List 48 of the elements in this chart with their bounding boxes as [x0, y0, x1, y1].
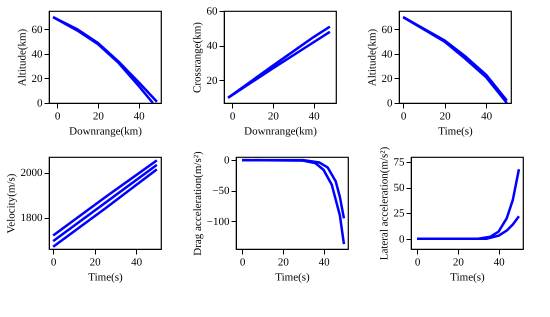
x-tick-label: 0	[240, 256, 246, 268]
y-tick-label: 40	[382, 48, 393, 60]
y-tick-label: 75	[394, 156, 405, 169]
y-axis-title: Drag acceleration(m/s²)	[192, 150, 204, 256]
y-axis-title: Lateral acceleration(m/s²)	[378, 146, 390, 260]
x-tick-label: 0	[54, 110, 61, 122]
y-tick-label: 0	[399, 233, 405, 246]
y-tick-label: −100	[206, 216, 230, 228]
x-tick-label: 0	[50, 256, 57, 268]
y-tick-label: 60	[206, 6, 218, 18]
y-tick-label: −50	[212, 185, 230, 198]
y-tick-label: 60	[382, 24, 393, 36]
y-tick-label: 2000	[20, 167, 43, 180]
y-tick-label: 20	[206, 74, 218, 87]
y-tick-label: 20	[32, 72, 43, 85]
x-tick-label: 20	[92, 110, 104, 122]
x-tick-label: 20	[452, 256, 464, 268]
y-tick-label: 0	[224, 154, 230, 167]
y-tick-label: 0	[37, 98, 43, 110]
x-axis-title: Time(s)	[88, 272, 124, 284]
y-axis-title: Crossrange(km)	[192, 22, 204, 93]
x-axis-title: Downrange(km)	[69, 126, 142, 138]
x-axis-title: Downrange(km)	[244, 126, 318, 138]
x-tick-label: 20	[440, 110, 452, 122]
x-tick-label: 40	[131, 256, 143, 268]
x-tick-label: 40	[134, 110, 146, 122]
y-tick-label: 0	[387, 98, 393, 110]
x-tick-label: 40	[494, 256, 506, 268]
x-tick-label: 40	[318, 256, 330, 268]
y-axis-title: Velocity(m/s)	[6, 173, 18, 234]
y-tick-label: 1800	[20, 212, 43, 224]
x-axis-title: Time(s)	[275, 272, 310, 284]
y-tick-label: 25	[394, 208, 405, 220]
x-tick-label: 0	[414, 256, 421, 268]
y-tick-label: 60	[32, 24, 43, 36]
x-axis-title: Time(s)	[450, 272, 486, 284]
y-tick-label: 40	[32, 48, 43, 60]
y-axis-title: Altitude(km)	[366, 28, 378, 86]
y-tick-label: 20	[382, 72, 393, 85]
x-tick-label: 40	[308, 110, 320, 122]
x-tick-label: 20	[268, 110, 280, 122]
x-tick-label: 40	[481, 110, 493, 122]
y-axis-title: Altitude(km)	[16, 28, 28, 86]
x-tick-label: 20	[90, 256, 102, 268]
x-tick-label: 20	[278, 256, 290, 268]
y-tick-label: 50	[394, 182, 405, 194]
x-axis-title: Time(s)	[438, 126, 474, 138]
y-tick-label: 40	[206, 40, 218, 52]
